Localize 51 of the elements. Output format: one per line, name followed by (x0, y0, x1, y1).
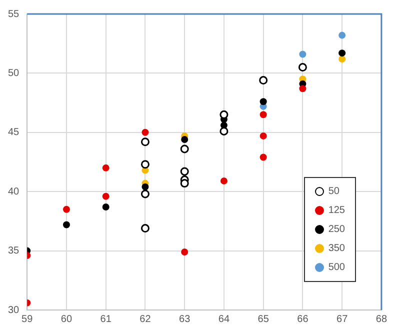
point (181, 136, 188, 144)
point (220, 177, 228, 184)
point (140, 190, 150, 198)
x-tick-label: 59 (22, 314, 34, 325)
point (299, 50, 306, 58)
x-tick-label: 67 (336, 314, 348, 325)
point (140, 138, 150, 146)
point (180, 179, 189, 188)
point (140, 160, 150, 169)
point (299, 85, 306, 92)
y-tick-label: 30 (8, 304, 20, 316)
legend-label: 125 (328, 205, 345, 216)
point (338, 32, 346, 39)
legend-label: 350 (328, 243, 345, 254)
point (260, 132, 267, 140)
point (142, 128, 149, 136)
y-tick-label: 50 (8, 68, 20, 79)
point (102, 203, 110, 210)
point (140, 224, 150, 233)
point (181, 248, 188, 256)
x-tick-label: 65 (258, 314, 270, 325)
x-tick-label: 60 (60, 314, 72, 325)
legend-label: 250 (328, 224, 345, 235)
x-tick-label: 64 (218, 314, 230, 325)
point (259, 76, 268, 85)
legend-label: 50 (328, 186, 340, 197)
x-tick-label: 68 (376, 314, 388, 325)
point (180, 167, 189, 176)
point (102, 192, 110, 200)
point (260, 154, 267, 161)
legend-label: 500 (328, 262, 345, 273)
x-tick-label: 66 (297, 314, 309, 325)
point (62, 221, 70, 228)
y-tick-label: 45 (8, 127, 20, 138)
y-tick-label: 55 (8, 8, 20, 20)
point (260, 111, 267, 118)
y-tick-label: 40 (8, 186, 20, 198)
point (62, 206, 70, 213)
x-tick-label: 63 (179, 314, 191, 325)
y-tick-label: 35 (8, 246, 20, 257)
point (298, 63, 307, 72)
point (338, 55, 346, 62)
point (180, 144, 189, 154)
x-tick-label: 62 (140, 314, 152, 325)
point (142, 183, 149, 190)
point (260, 98, 267, 106)
x-tick-label: 61 (100, 314, 112, 325)
point (338, 50, 346, 57)
point (220, 110, 228, 119)
point (220, 126, 228, 136)
point (102, 164, 110, 172)
